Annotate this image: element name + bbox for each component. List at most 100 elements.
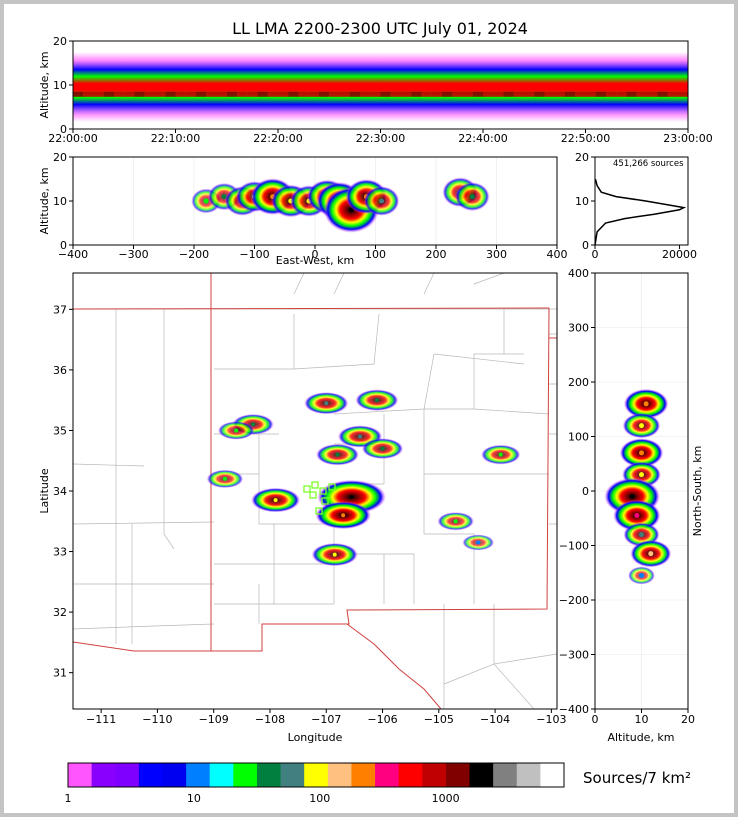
plan-view-cell-core <box>332 552 337 557</box>
ew-height-xtick-label: 400 <box>547 248 568 261</box>
ns-height-ytick-label: 300 <box>568 322 589 335</box>
plan-view-xtick-label: −107 <box>311 713 341 726</box>
time-height-core-cell <box>544 91 555 97</box>
histogram-panel: 451,266 sources 0 20000 0 10 20 <box>575 151 697 261</box>
time-height-core-cell <box>308 91 319 97</box>
time-height-core-cell <box>524 91 535 97</box>
plan-view-xtick-label: −109 <box>199 713 229 726</box>
colorbar-swatch <box>280 763 305 787</box>
colorbar-tick-label: 10 <box>187 792 201 805</box>
time-height-core-cell <box>401 91 412 97</box>
colorbar-swatch <box>186 763 211 787</box>
plan-view-cell-core <box>374 398 379 403</box>
colorbar-swatch <box>68 763 93 787</box>
time-height-core-cell <box>452 91 463 97</box>
ew-height-xtick-label: 200 <box>426 248 447 261</box>
ew-height-ytick-label: 10 <box>53 195 67 208</box>
time-height-core-cell <box>503 91 514 97</box>
time-height-core-cell <box>606 91 617 97</box>
ew-height-ytick-label: 20 <box>53 151 67 164</box>
ns-height-ytick-label: −200 <box>559 594 589 607</box>
ns-height-ytick-label: 400 <box>568 267 589 280</box>
plan-view-xtick-label: −104 <box>480 713 510 726</box>
plan-view-ytick-label: 36 <box>53 364 67 377</box>
plan-view-ytick-label: 34 <box>53 485 67 498</box>
colorbar: 1 10 100 1000 Sources/7 km² <box>65 762 691 805</box>
ew-height-xtick-label: 100 <box>365 248 386 261</box>
colorbar-swatch <box>233 763 258 787</box>
plan-view-xtick-label: −110 <box>142 713 172 726</box>
time-height-core-cell <box>73 91 84 97</box>
ew-height-xtick-label: −200 <box>179 248 209 261</box>
colorbar-swatch <box>162 763 187 787</box>
time-height-core-cell <box>134 91 145 97</box>
colorbar-swatch <box>422 763 447 787</box>
histogram-ytick-label: 10 <box>575 195 589 208</box>
ns-height-density <box>595 273 688 709</box>
time-height-core-cell <box>647 91 658 97</box>
colorbar-tick-label: 1 <box>65 792 72 805</box>
time-height-core-cell <box>483 91 494 97</box>
colorbar-swatch <box>256 763 282 787</box>
plan-view-cell-core <box>335 452 340 457</box>
plan-view-cell-core <box>222 476 227 481</box>
time-height-xtick-label: 22:50:00 <box>561 132 610 145</box>
ns-height-ytick-label: −300 <box>559 649 589 662</box>
time-height-core-cell <box>206 91 217 97</box>
time-height-xtick-label: 22:40:00 <box>458 132 507 145</box>
time-height-core-cell <box>329 91 340 97</box>
ew-height-panel: Altitude, km East-West, km 0 10 20 −400 −30… <box>38 151 568 267</box>
colorbar-swatch <box>327 763 352 787</box>
plan-view-ytick-label: 33 <box>53 546 67 559</box>
ns-height-xlabel: Altitude, km <box>607 731 674 744</box>
time-height-core-cell <box>411 91 422 97</box>
time-height-core-cell <box>554 91 565 97</box>
time-height-xtick-label: 22:00:00 <box>48 132 97 145</box>
ns-height-xtick-label: 0 <box>592 713 599 726</box>
plan-view-ylabel: Latitude <box>38 468 51 514</box>
time-height-core-cell <box>677 91 688 97</box>
ns-height-ytick-label: 200 <box>568 376 589 389</box>
station-markers <box>303 481 336 515</box>
time-height-xtick-label: 22:10:00 <box>151 132 200 145</box>
ns-height-cell-core <box>639 472 644 478</box>
figure: LL LMA 2200-2300 UTC July 01, 2024 Altit… <box>38 19 713 805</box>
state-borders <box>73 273 557 709</box>
ns-height-cell-core <box>643 401 649 407</box>
colorbar-label: Sources/7 km² <box>583 769 691 787</box>
ns-height-ytick-label: −400 <box>559 703 589 716</box>
ew-height-density <box>73 157 557 245</box>
plan-view-ytick-label: 35 <box>53 424 67 437</box>
time-height-core-cell <box>585 91 596 97</box>
ew-height-cell-core <box>469 194 475 200</box>
ew-height-xtick-label: 300 <box>486 248 507 261</box>
plan-view-cell-core <box>498 452 503 457</box>
time-height-core-cell <box>380 91 391 97</box>
time-height-panel: Altitude, km 0 10 20 22:00:00 22:10:00 22:20… <box>38 35 713 145</box>
colorbar-swatch <box>469 763 494 787</box>
time-height-core-cell <box>657 91 668 97</box>
plan-view-xtick-label: −105 <box>424 713 454 726</box>
ns-height-cell-core <box>648 551 654 557</box>
ns-height-cell-core <box>634 513 640 519</box>
plan-view-density <box>206 389 521 567</box>
ew-height-xtick-label: 0 <box>312 248 319 261</box>
colorbar-tick-label: 100 <box>309 792 330 805</box>
time-height-core-cell <box>370 91 381 97</box>
time-height-core-cell <box>472 91 483 97</box>
time-height-core-cell <box>349 91 360 97</box>
time-height-ylabel: Altitude, km <box>38 51 51 118</box>
ns-height-xtick-label: 20 <box>681 713 695 726</box>
ns-height-cell-core <box>639 423 644 429</box>
time-height-core-cell <box>257 91 268 97</box>
histogram-annotation: 451,266 sources <box>613 159 684 169</box>
time-height-core-cell <box>360 91 371 97</box>
time-height-core-cell <box>534 91 545 97</box>
plan-view-ytick-label: 37 <box>53 303 67 316</box>
time-height-core-cell <box>513 91 524 97</box>
time-height-core-cell <box>216 91 227 97</box>
ns-height-cell-core <box>639 532 644 538</box>
time-height-core-cell <box>431 91 442 97</box>
ew-height-xtick-label: −300 <box>118 248 148 261</box>
